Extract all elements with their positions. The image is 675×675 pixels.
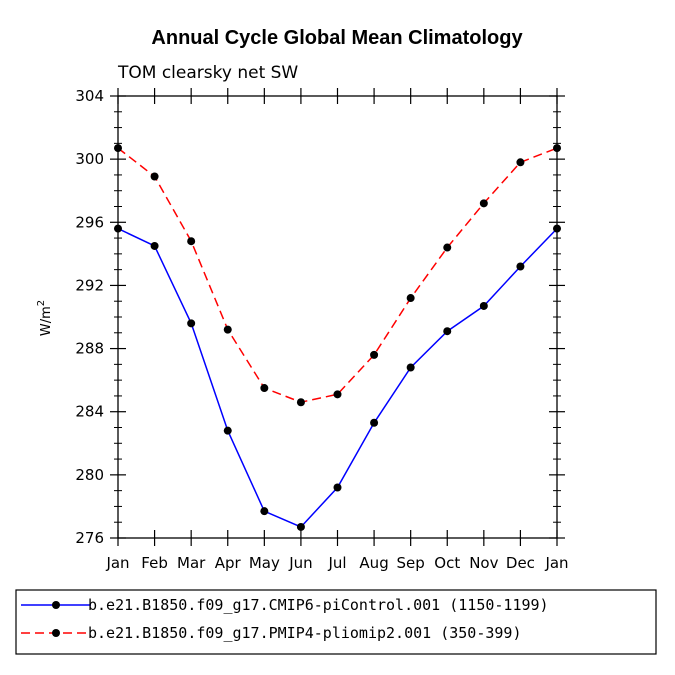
- series-2-point: [479, 199, 488, 208]
- series-1-point: [114, 224, 122, 233]
- series-1-point: [406, 363, 415, 372]
- series-line-2: [117, 147, 558, 403]
- series-1-point: [370, 418, 379, 427]
- series-line-1: [117, 227, 558, 528]
- y-axis-label-text: W/m: [39, 306, 54, 336]
- y-tick-label: 304: [75, 87, 104, 105]
- series-1-point: [260, 507, 269, 516]
- series-2-point: [406, 294, 415, 303]
- x-tick-label: Sep: [397, 554, 425, 572]
- legend-marker-1: [52, 601, 60, 609]
- legend-label-1: b.e21.B1850.f09_g17.CMIP6-piControl.001 …: [88, 596, 549, 614]
- axes: [117, 95, 558, 539]
- y-tick-label: 296: [75, 213, 104, 231]
- y-tick-label: 288: [75, 340, 104, 358]
- series-1-point: [187, 319, 196, 328]
- y-axis-label: W/m2: [36, 300, 54, 336]
- plot-frame: [117, 95, 558, 539]
- y-tick-label: 284: [75, 403, 104, 421]
- series-2-point: [553, 144, 561, 153]
- legend-label-2: b.e21.B1850.f09_g17.PMIP4-pliomip2.001 (…: [88, 624, 521, 642]
- x-tick-label: Jul: [327, 554, 346, 572]
- series-2-point: [516, 158, 525, 167]
- series-2-point: [260, 384, 269, 393]
- x-tick-label: Nov: [469, 554, 498, 572]
- series-2-point: [370, 350, 379, 359]
- series-1-point: [516, 262, 525, 271]
- series-2-point: [296, 398, 305, 407]
- y-ticks: 276 280 284 288 292 296 300 304: [75, 87, 565, 547]
- y-axis-label-superscript: 2: [36, 300, 47, 306]
- series-2-point: [114, 144, 122, 153]
- series-2-point: [187, 237, 196, 246]
- y-tick-label: 300: [75, 150, 104, 168]
- x-tick-label: Aug: [359, 554, 388, 572]
- x-tick-label: Feb: [141, 554, 168, 572]
- y-tick-label: 292: [75, 276, 104, 294]
- x-tick-label: Apr: [215, 554, 242, 572]
- chart-title: Annual Cycle Global Mean Climatology: [151, 27, 523, 49]
- legend-box: [15, 589, 657, 655]
- x-tick-label: Mar: [177, 554, 206, 572]
- x-tick-label: Jan: [544, 554, 568, 572]
- x-tick-label: Oct: [434, 554, 460, 572]
- y-tick-label: 276: [75, 529, 104, 547]
- series-1-point: [150, 241, 159, 250]
- legend-marker-2: [52, 629, 60, 637]
- svg-text:W/m2: W/m2: [36, 300, 54, 336]
- y-tick-label: 280: [75, 466, 104, 484]
- chart-subtitle: TOM clearsky net SW: [117, 63, 298, 83]
- x-tick-label: Jan: [105, 554, 129, 572]
- series-2-point: [150, 172, 159, 181]
- x-tick-label: May: [249, 554, 280, 572]
- x-ticks: Jan Feb Mar Apr May Jun Jul Aug Sep Oct Nov Dec Jan: [105, 88, 569, 572]
- x-tick-label: Jun: [288, 554, 312, 572]
- series-2-point: [223, 325, 232, 334]
- series-1-point: [296, 522, 305, 531]
- series-1-point: [553, 224, 561, 233]
- legend: b.e21.B1850.f09_g17.CMIP6-piControl.001 …: [15, 589, 657, 655]
- x-tick-label: Dec: [506, 554, 535, 572]
- series-1-point: [223, 426, 232, 435]
- series-1-point: [443, 327, 452, 336]
- series-2-point: [443, 243, 452, 252]
- series-1-point: [333, 483, 342, 492]
- series-group: [114, 144, 561, 531]
- series-1-point: [479, 301, 488, 310]
- series-2-point: [333, 390, 342, 399]
